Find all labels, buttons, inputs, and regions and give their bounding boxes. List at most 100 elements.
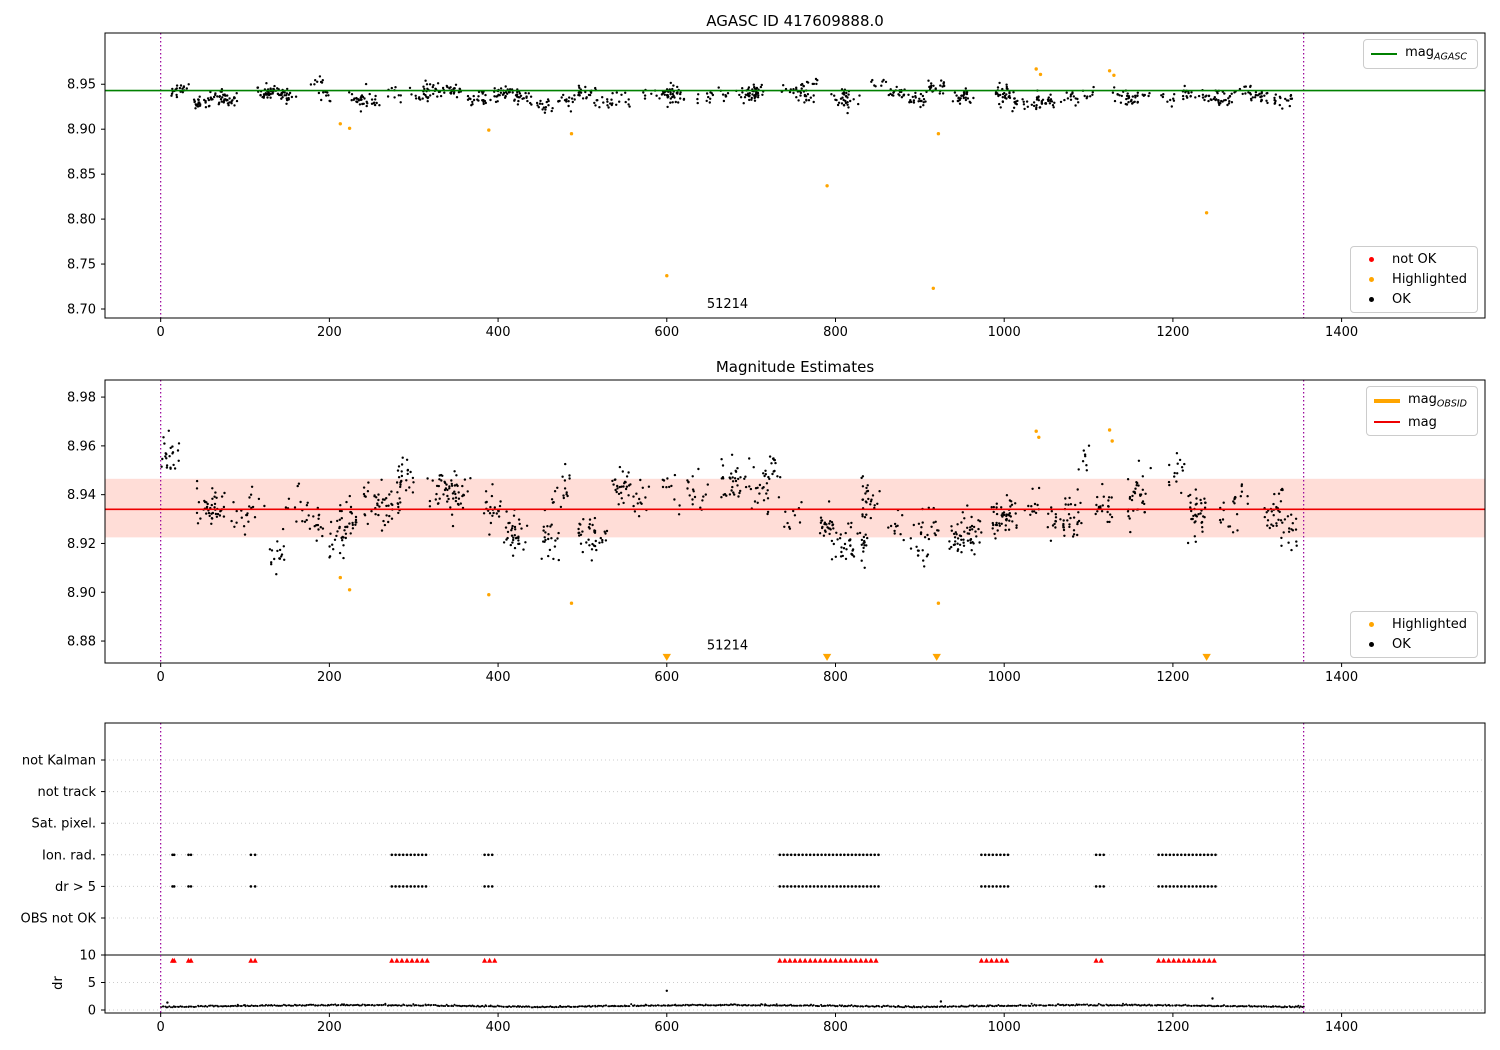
- dr-point: [330, 1003, 333, 1006]
- data-point: [950, 529, 953, 532]
- data-point: [1195, 515, 1199, 518]
- dr-point: [878, 1005, 881, 1008]
- data-point: [1030, 103, 1034, 107]
- data-point: [450, 482, 453, 486]
- data-point: [390, 517, 394, 520]
- dr-point: [862, 1005, 865, 1008]
- dr-point: [1017, 1004, 1020, 1007]
- data-point: [728, 493, 732, 496]
- data-point: [800, 501, 803, 504]
- data-point: [383, 523, 387, 527]
- data-point: [922, 98, 926, 101]
- data-point: [604, 532, 607, 535]
- flag-point: [1161, 853, 1164, 857]
- data-point: [629, 483, 632, 486]
- dr-point: [738, 1004, 741, 1007]
- data-point: [1127, 96, 1131, 100]
- dr-point: [917, 1005, 920, 1008]
- data-point: [588, 518, 592, 521]
- data-point: [952, 532, 956, 536]
- dr-point: [898, 1005, 901, 1008]
- data-point: [1068, 525, 1071, 529]
- flag-point: [797, 853, 801, 857]
- data-point: [522, 548, 525, 551]
- data-point: [732, 491, 735, 494]
- ok-points: [170, 75, 1294, 115]
- data-point: [782, 84, 785, 87]
- data-point: [549, 525, 552, 528]
- x-tick-label: 400: [486, 325, 511, 340]
- data-point: [440, 479, 443, 482]
- data-point: [377, 513, 380, 517]
- flag-point: [401, 885, 405, 888]
- data-point: [218, 95, 221, 98]
- data-point: [321, 79, 324, 82]
- data-point: [370, 102, 374, 106]
- data-point: [865, 501, 868, 504]
- dr-point: [776, 1004, 779, 1007]
- data-point: [827, 527, 830, 530]
- data-point: [1129, 530, 1132, 534]
- data-point: [349, 505, 353, 509]
- data-point: [441, 86, 445, 90]
- data-point: [916, 554, 920, 557]
- data-point: [993, 532, 996, 536]
- data-point: [673, 498, 676, 501]
- data-point: [669, 97, 672, 100]
- data-point: [1107, 505, 1110, 508]
- data-point: [998, 102, 1001, 106]
- highlighted-points: [338, 428, 1114, 605]
- data-point: [547, 104, 550, 107]
- data-point: [757, 94, 760, 97]
- data-point: [1025, 100, 1029, 103]
- data-point: [942, 82, 945, 85]
- data-point: [399, 501, 402, 504]
- data-point: [965, 90, 969, 94]
- dr-point: [630, 1003, 633, 1006]
- dr-tick-label: 10: [79, 949, 96, 964]
- data-point: [830, 539, 834, 543]
- flag-point: [1202, 885, 1206, 888]
- dr-point: [214, 1004, 217, 1007]
- data-point: [937, 529, 940, 532]
- data-point: [927, 537, 931, 541]
- data-point: [972, 525, 976, 529]
- x-tick-label: 0: [157, 1020, 165, 1035]
- data-point: [581, 97, 585, 100]
- dr-point: [920, 1006, 922, 1009]
- data-point: [518, 522, 521, 526]
- data-point: [446, 85, 449, 89]
- data-point: [995, 523, 999, 527]
- data-point: [221, 96, 224, 99]
- data-point: [452, 497, 455, 500]
- flag-point: [839, 853, 842, 857]
- data-point: [1288, 104, 1292, 108]
- data-point: [510, 529, 513, 532]
- data-point: [287, 497, 291, 500]
- data-point: [788, 90, 792, 94]
- flag-point: [390, 853, 394, 857]
- data-point: [1064, 497, 1067, 500]
- data-point: [1221, 518, 1225, 521]
- data-point: [1273, 101, 1277, 105]
- dr-point: [1148, 1003, 1151, 1006]
- flag-point: [1161, 885, 1164, 888]
- data-point: [618, 485, 621, 489]
- axes-border: [104, 32, 1486, 319]
- dr-point: [1146, 1004, 1149, 1007]
- data-point: [960, 521, 963, 524]
- data-point: [962, 538, 965, 541]
- legend-dot-swatch: [1358, 297, 1384, 302]
- data-point: [319, 526, 322, 529]
- dr-point: [542, 1005, 545, 1008]
- data-point: [409, 470, 412, 474]
- data-point: [1003, 96, 1007, 100]
- data-point: [693, 495, 697, 499]
- not-ok-marker: [838, 957, 844, 963]
- dr-point: [384, 1003, 387, 1006]
- data-point: [624, 91, 627, 95]
- data-point: [644, 496, 647, 499]
- data-point: [845, 548, 848, 551]
- dr-point: [830, 1004, 832, 1007]
- data-point: [992, 523, 995, 527]
